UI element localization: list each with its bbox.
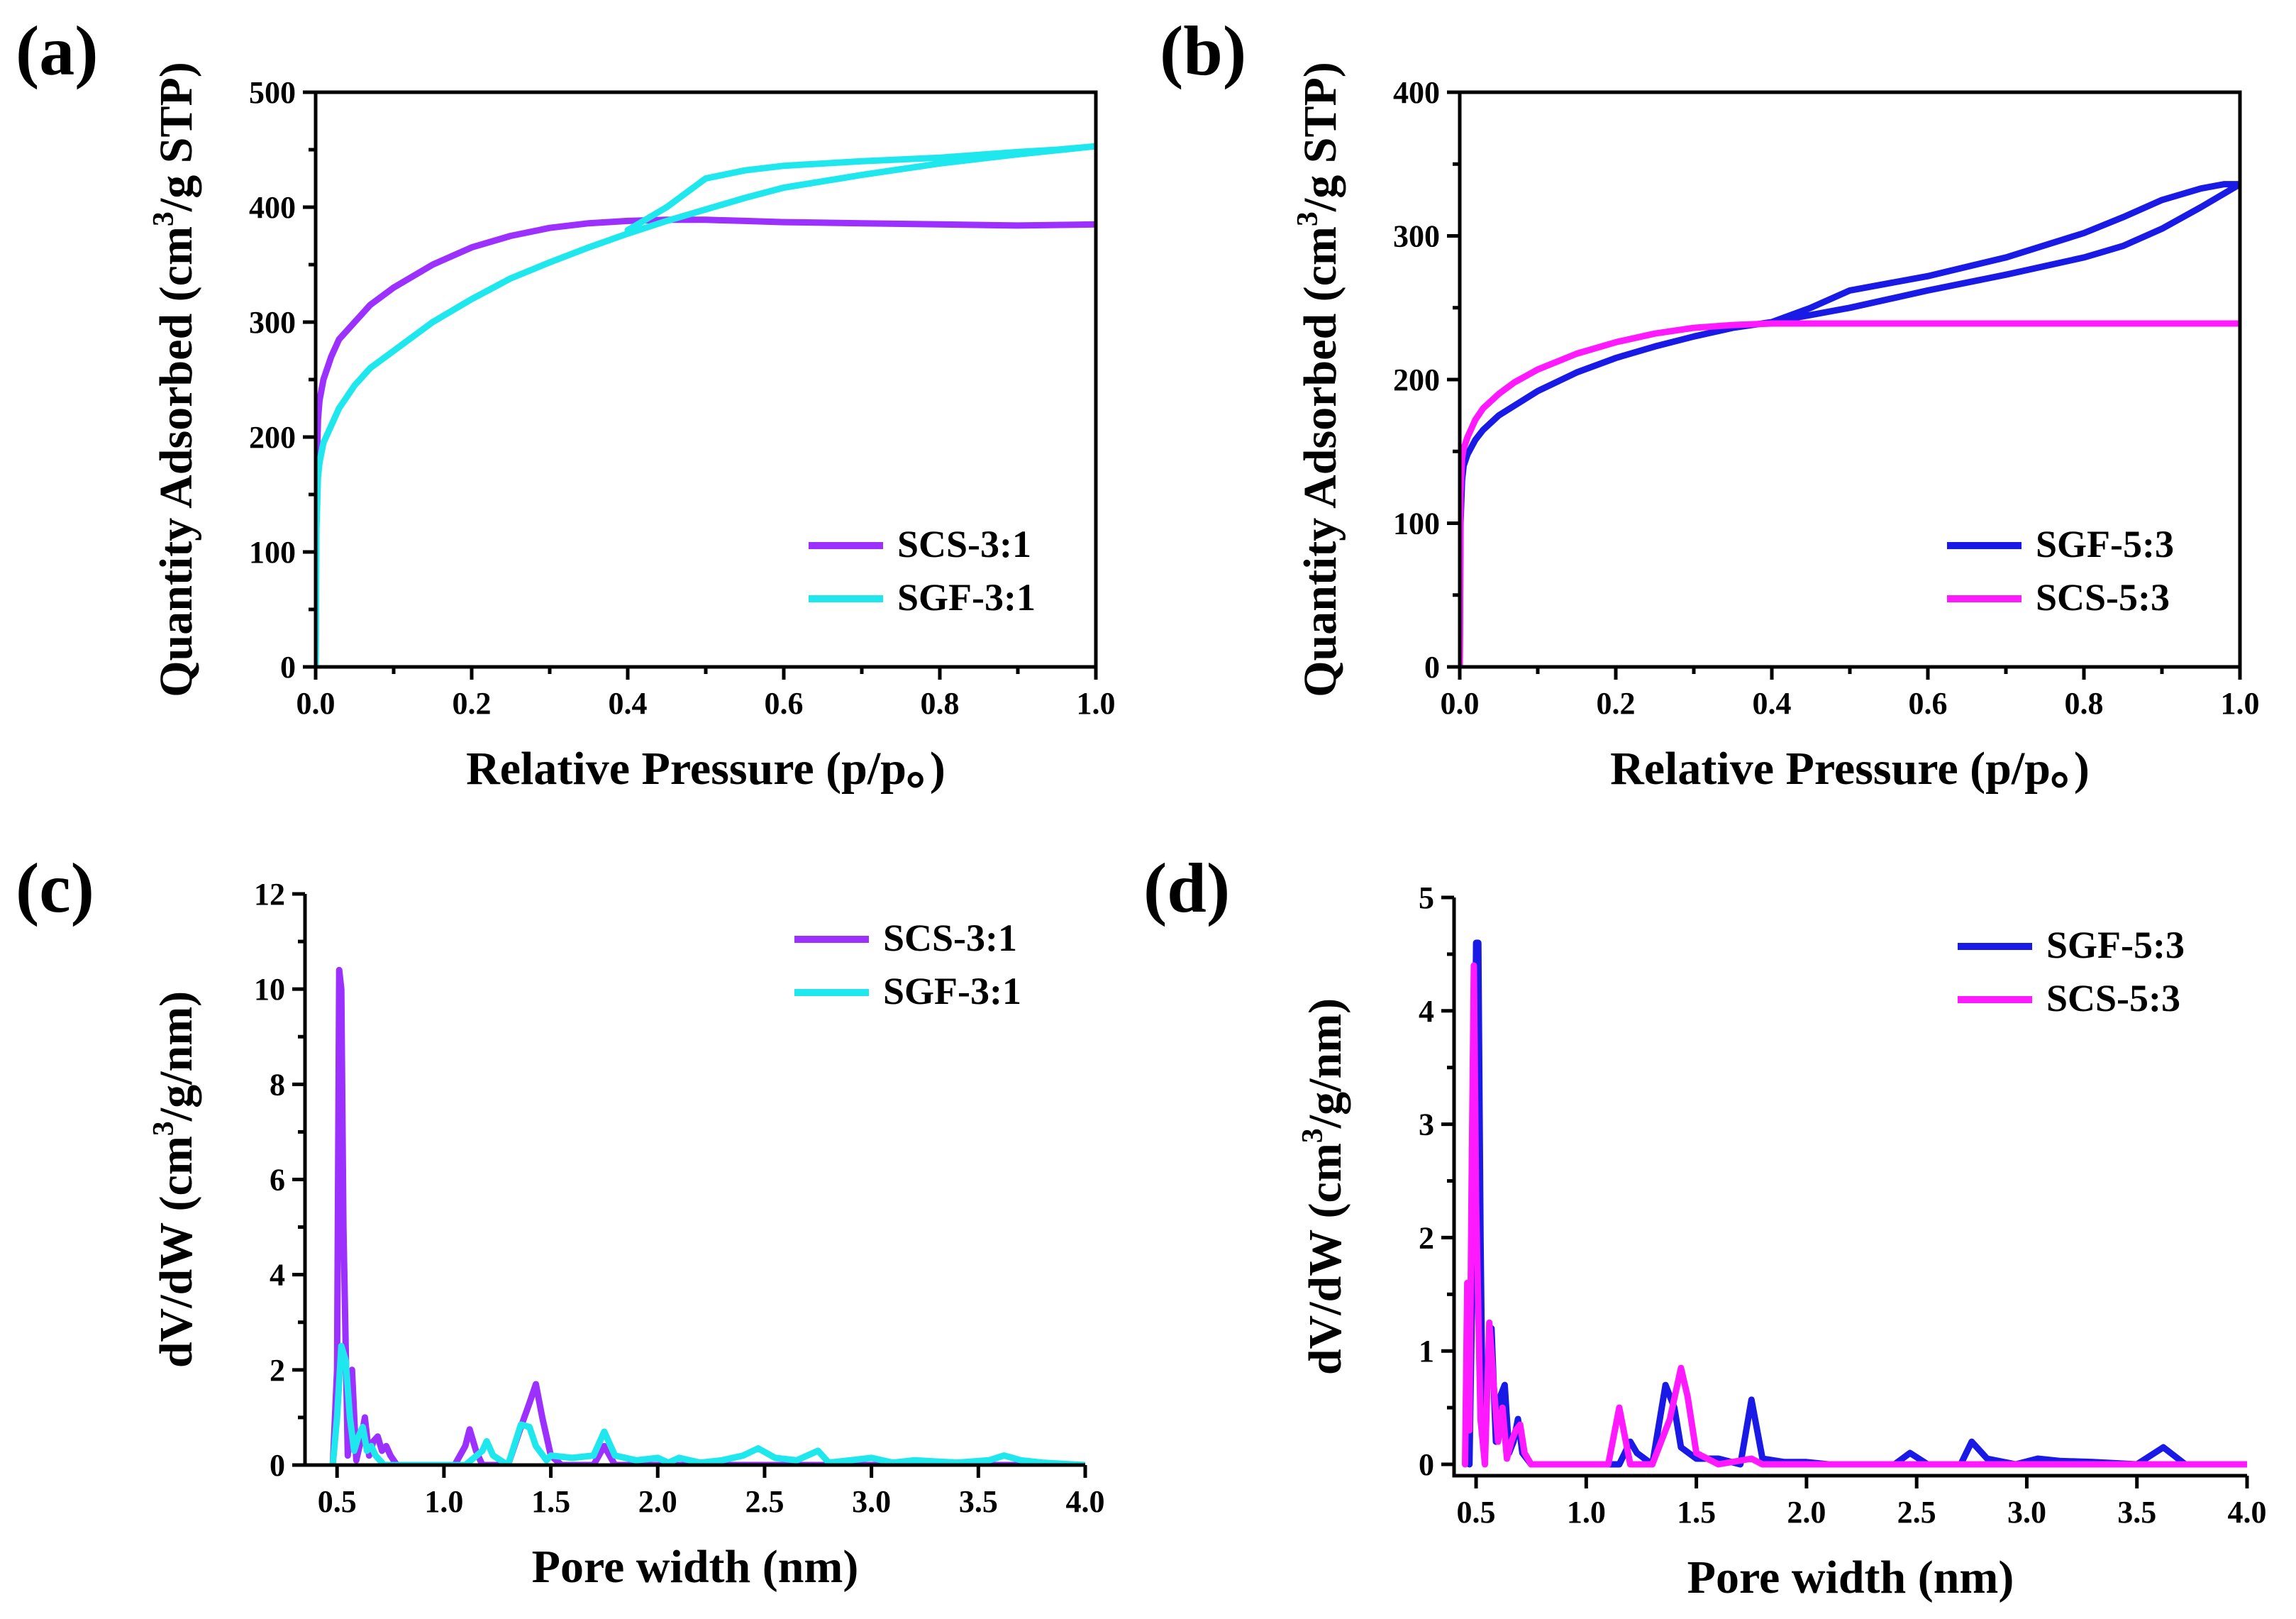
x-tick-label: 0.2 [453,686,492,721]
y-tick-label: 100 [249,535,296,570]
legend-label: SGF-3:1 [883,970,1021,1012]
y-axis-label-superscript: 3 [1292,211,1324,226]
y-axis-label-unit: /g/nm) [1299,998,1351,1129]
y-tick-label: 5 [1419,880,1434,915]
x-tick-label: 1.0 [2221,686,2260,721]
x-tick-label: 1.5 [1677,1495,1716,1530]
x-tick-label: 1.0 [1567,1495,1606,1530]
y-axis-label-unit: /g STP) [1294,62,1346,212]
series-line-scs-5-3 [1462,962,2247,1468]
y-tick-label: 0 [280,650,296,685]
x-axis-label: Pore width (nm) [1687,1552,2014,1603]
series-line-scs-5-3 [1460,320,2240,667]
y-tick-label: 2 [1419,1220,1434,1255]
x-axis-label: Pore width (nm) [532,1541,859,1593]
y-tick-label: 400 [249,190,296,225]
legend-label: SCS-5:3 [2046,977,2180,1020]
x-tick-label: 2.5 [745,1484,784,1519]
y-tick-label: 200 [249,420,296,455]
y-axis-label-main: dV/dW (cm [150,1136,202,1368]
legend-label: SGF-3:1 [897,576,1036,619]
y-tick-label: 4 [1419,994,1434,1029]
y-tick-label: 2 [270,1353,285,1388]
panel-label: (b) [1160,11,1246,90]
y-axis-label: dV/dW (cm3/g/nm) [1297,998,1351,1375]
panel-label: (a) [16,11,99,90]
legend-label: SCS-5:3 [2036,576,2170,619]
series-line-sgf-5-3 [1466,939,2247,1468]
panel-label: (d) [1143,849,1230,927]
x-tick-label: 4.0 [2228,1495,2267,1530]
y-tick-label: 4 [270,1258,285,1293]
chart-panel-1: (a) 0.0 0.2 0.4 0.6 0.8 1.0 0 100 200 300 400 500 Rel… [16,11,1116,795]
legend-label: SCS-3:1 [897,523,1031,565]
panel-label: (c) [16,849,94,927]
x-tick-label: 2.5 [1897,1495,1936,1530]
x-tick-label: 3.0 [852,1484,891,1519]
y-tick-label: 400 [1393,75,1440,110]
y-axis-label-unit: /g STP) [150,62,202,212]
y-axis-label-main: Quantity Adsorbed (cm [150,226,202,697]
x-axis-label: Relative Pressure (p/p。) [1610,743,2090,795]
y-tick-label: 12 [254,877,285,912]
x-tick-label: 3.0 [2007,1495,2046,1530]
y-axis-label-superscript: 3 [148,1121,180,1136]
legend-label: SGF-5:3 [2036,523,2174,565]
x-tick-label: 4.0 [1066,1484,1105,1519]
x-tick-label: 0.6 [1909,686,1948,721]
y-axis-label-unit: /g/nm) [150,991,202,1122]
chart-panel-2: (b) 0.0 0.2 0.4 0.6 0.8 1.0 0 100 200 300 400 Relati… [1160,11,2260,795]
x-tick-label: 1.0 [424,1484,463,1519]
y-tick-label: 0 [1419,1447,1434,1482]
x-tick-label: 0.4 [609,686,648,721]
y-axis-label: dV/dW (cm3/g/nm) [148,991,202,1368]
y-axis-label-main: dV/dW (cm [1299,1143,1351,1375]
y-tick-label: 0 [1424,650,1440,685]
y-tick-label: 6 [270,1163,285,1198]
y-tick-label: 10 [254,972,285,1007]
x-tick-label: 0.6 [765,686,804,721]
series-line-sgf-5-3 [1460,181,2240,667]
y-axis-label: Quantity Adsorbed (cm3/g STP) [1292,62,1346,697]
y-tick-label: 3 [1419,1107,1434,1142]
y-axis-label-main: Quantity Adsorbed (cm [1294,226,1346,697]
y-tick-label: 300 [1393,219,1440,254]
y-axis-label: Quantity Adsorbed (cm3/g STP) [148,62,202,697]
x-tick-label: 1.0 [1077,686,1116,721]
y-tick-label: 100 [1393,507,1440,541]
y-tick-label: 200 [1393,363,1440,397]
axes-lines [1452,897,2247,1478]
x-tick-label: 1.5 [531,1484,570,1519]
x-axis-label: Relative Pressure (p/p。) [466,743,945,795]
series-line-scs-3-1 [329,966,1085,1465]
x-tick-label: 2.0 [638,1484,677,1519]
chart-panel-3: (c) 0.5 1.0 1.5 2.0 2.5 3.0 3.5 4.0 0 2 4 6 8 10 12 Pore… [16,849,1105,1593]
x-tick-label: 3.5 [959,1484,998,1519]
x-tick-label: 0.5 [318,1484,357,1519]
y-tick-label: 0 [270,1448,285,1483]
legend-label: SCS-3:1 [883,917,1017,959]
x-tick-label: 3.5 [2117,1495,2156,1530]
series-line-sgf-3-1 [316,143,1096,667]
y-tick-label: 1 [1419,1334,1434,1369]
x-tick-label: 2.0 [1787,1495,1826,1530]
series-line-scs-3-1 [316,216,1096,665]
y-axis-label-superscript: 3 [148,211,180,226]
x-tick-label: 0.4 [1753,686,1792,721]
legend-label: SGF-5:3 [2046,924,2185,966]
x-tick-label: 0.2 [1597,686,1636,721]
y-tick-label: 300 [249,305,296,340]
y-axis-label-superscript: 3 [1297,1128,1329,1143]
x-tick-label: 0.0 [296,686,335,721]
x-tick-label: 0.0 [1441,686,1480,721]
y-tick-label: 500 [249,75,296,110]
x-tick-label: 0.8 [2065,686,2104,721]
chart-panel-4: (d) 0.5 1.0 1.5 2.0 2.5 3.0 3.5 4.0 0 1 2 3 4 5 Pore wi… [1143,849,2267,1603]
x-tick-label: 0.8 [921,686,960,721]
series-line-sgf-3-1 [329,1342,1085,1465]
y-tick-label: 8 [270,1067,285,1102]
x-tick-label: 0.5 [1457,1495,1496,1530]
